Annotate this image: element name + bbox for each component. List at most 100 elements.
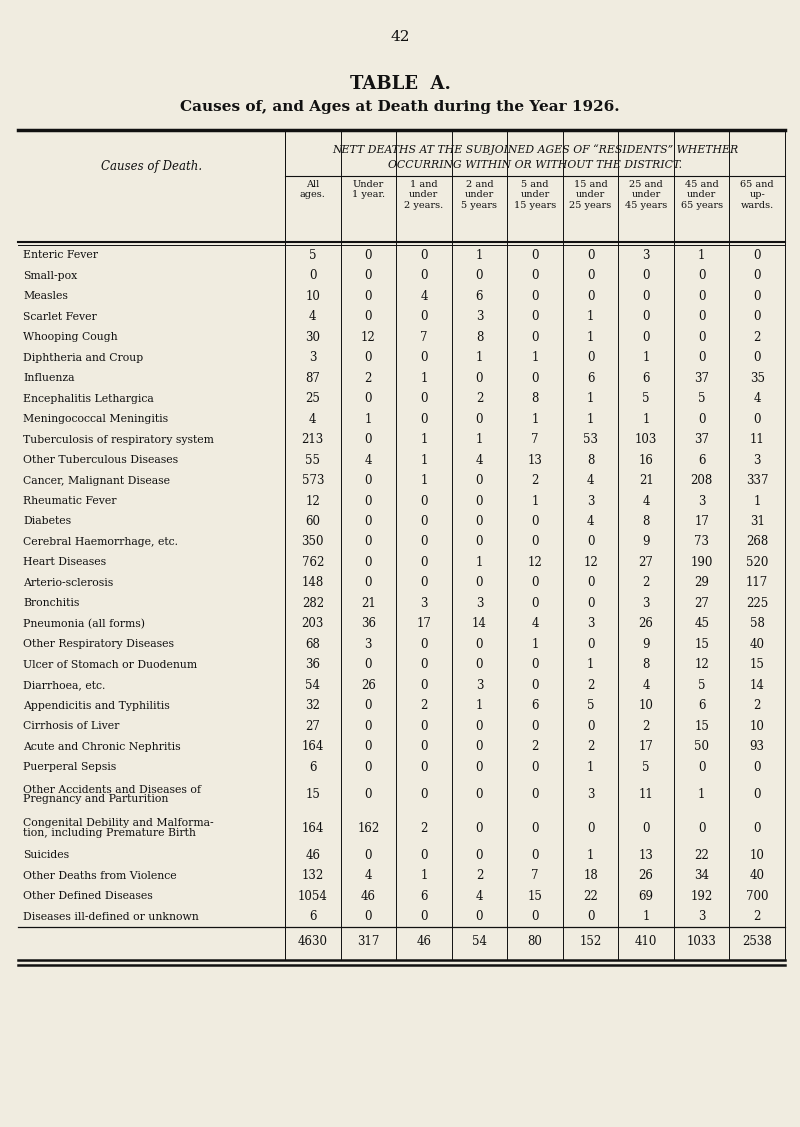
Text: 2 and
under
5 years: 2 and under 5 years: [462, 180, 498, 210]
Text: 15 and
under
25 years: 15 and under 25 years: [570, 180, 612, 210]
Text: Acute and Chronic Nephritis: Acute and Chronic Nephritis: [23, 742, 181, 752]
Text: Causes of Death.: Causes of Death.: [101, 160, 202, 174]
Text: 0: 0: [698, 290, 706, 303]
Text: 1: 1: [587, 658, 594, 672]
Text: 32: 32: [306, 700, 320, 712]
Text: 1: 1: [587, 330, 594, 344]
Text: 6: 6: [698, 700, 706, 712]
Text: 337: 337: [746, 474, 769, 487]
Text: 4: 4: [365, 869, 372, 882]
Text: 0: 0: [420, 740, 428, 753]
Text: 0: 0: [754, 822, 761, 835]
Text: 0: 0: [476, 720, 483, 733]
Text: 0: 0: [754, 788, 761, 801]
Text: 11: 11: [750, 433, 765, 446]
Text: 0: 0: [365, 576, 372, 589]
Text: 1: 1: [420, 453, 427, 467]
Text: 0: 0: [420, 911, 428, 923]
Text: 1: 1: [420, 433, 427, 446]
Text: 4: 4: [754, 392, 761, 405]
Text: 10: 10: [750, 720, 765, 733]
Text: 0: 0: [420, 249, 428, 261]
Text: 5: 5: [642, 761, 650, 774]
Text: 0: 0: [754, 352, 761, 364]
Text: 21: 21: [638, 474, 654, 487]
Text: OCCURRING WITHIN OR WITHOUT THE DISTRICT.: OCCURRING WITHIN OR WITHOUT THE DISTRICT…: [388, 160, 682, 170]
Text: 0: 0: [531, 597, 538, 610]
Text: 5: 5: [698, 678, 706, 692]
Text: 0: 0: [642, 822, 650, 835]
Text: 1: 1: [531, 412, 538, 426]
Text: Arterio-sclerosis: Arterio-sclerosis: [23, 578, 114, 588]
Text: Congenital Debility and Malforma-: Congenital Debility and Malforma-: [23, 818, 214, 828]
Text: 45: 45: [694, 618, 709, 630]
Text: 762: 762: [302, 556, 324, 569]
Text: 0: 0: [420, 310, 428, 323]
Text: Tuberculosis of respiratory system: Tuberculosis of respiratory system: [23, 435, 214, 444]
Text: 0: 0: [365, 849, 372, 862]
Text: 2: 2: [531, 474, 538, 487]
Text: 0: 0: [531, 761, 538, 774]
Text: 0: 0: [365, 515, 372, 527]
Text: 1: 1: [587, 310, 594, 323]
Text: 5: 5: [587, 700, 594, 712]
Text: Cerebral Haemorrhage, etc.: Cerebral Haemorrhage, etc.: [23, 536, 178, 547]
Text: 1: 1: [531, 495, 538, 507]
Text: 0: 0: [365, 269, 372, 282]
Text: 4: 4: [642, 495, 650, 507]
Text: Puerperal Sepsis: Puerperal Sepsis: [23, 762, 116, 772]
Text: 4: 4: [587, 474, 594, 487]
Text: 40: 40: [750, 869, 765, 882]
Text: 6: 6: [420, 890, 428, 903]
Text: 203: 203: [302, 618, 324, 630]
Text: 0: 0: [365, 392, 372, 405]
Text: Scarlet Fever: Scarlet Fever: [23, 312, 97, 321]
Text: 15: 15: [694, 720, 709, 733]
Text: 3: 3: [642, 249, 650, 261]
Text: 68: 68: [306, 638, 320, 651]
Text: 3: 3: [587, 788, 594, 801]
Text: 0: 0: [420, 269, 428, 282]
Text: 2: 2: [476, 392, 483, 405]
Text: tion, including Premature Birth: tion, including Premature Birth: [23, 828, 196, 837]
Text: 10: 10: [638, 700, 654, 712]
Text: 1: 1: [698, 788, 706, 801]
Text: 0: 0: [587, 720, 594, 733]
Text: 12: 12: [583, 556, 598, 569]
Text: 0: 0: [420, 788, 428, 801]
Text: Influenza: Influenza: [23, 373, 74, 383]
Text: 282: 282: [302, 597, 324, 610]
Text: 0: 0: [531, 535, 538, 549]
Text: 0: 0: [420, 761, 428, 774]
Text: 7: 7: [420, 330, 428, 344]
Text: 0: 0: [420, 535, 428, 549]
Text: 26: 26: [361, 678, 376, 692]
Text: 1: 1: [476, 556, 483, 569]
Text: 7: 7: [531, 433, 538, 446]
Text: 0: 0: [587, 352, 594, 364]
Text: 27: 27: [306, 720, 320, 733]
Text: 36: 36: [306, 658, 320, 672]
Text: 3: 3: [587, 495, 594, 507]
Text: 8: 8: [587, 453, 594, 467]
Text: 0: 0: [587, 535, 594, 549]
Text: 15: 15: [750, 658, 765, 672]
Text: Causes of, and Ages at Death during the Year 1926.: Causes of, and Ages at Death during the …: [180, 100, 620, 114]
Text: 0: 0: [309, 269, 317, 282]
Text: 0: 0: [420, 515, 428, 527]
Text: 3: 3: [420, 597, 428, 610]
Text: 2: 2: [476, 869, 483, 882]
Text: 21: 21: [361, 597, 376, 610]
Text: 4: 4: [476, 453, 483, 467]
Text: 0: 0: [476, 372, 483, 384]
Text: 6: 6: [587, 372, 594, 384]
Text: Whooping Cough: Whooping Cough: [23, 332, 118, 343]
Text: 54: 54: [306, 678, 320, 692]
Text: 0: 0: [531, 249, 538, 261]
Text: Bronchitis: Bronchitis: [23, 598, 79, 609]
Text: 0: 0: [754, 269, 761, 282]
Text: 12: 12: [528, 556, 542, 569]
Text: 0: 0: [365, 658, 372, 672]
Text: 0: 0: [420, 658, 428, 672]
Text: 6: 6: [309, 761, 317, 774]
